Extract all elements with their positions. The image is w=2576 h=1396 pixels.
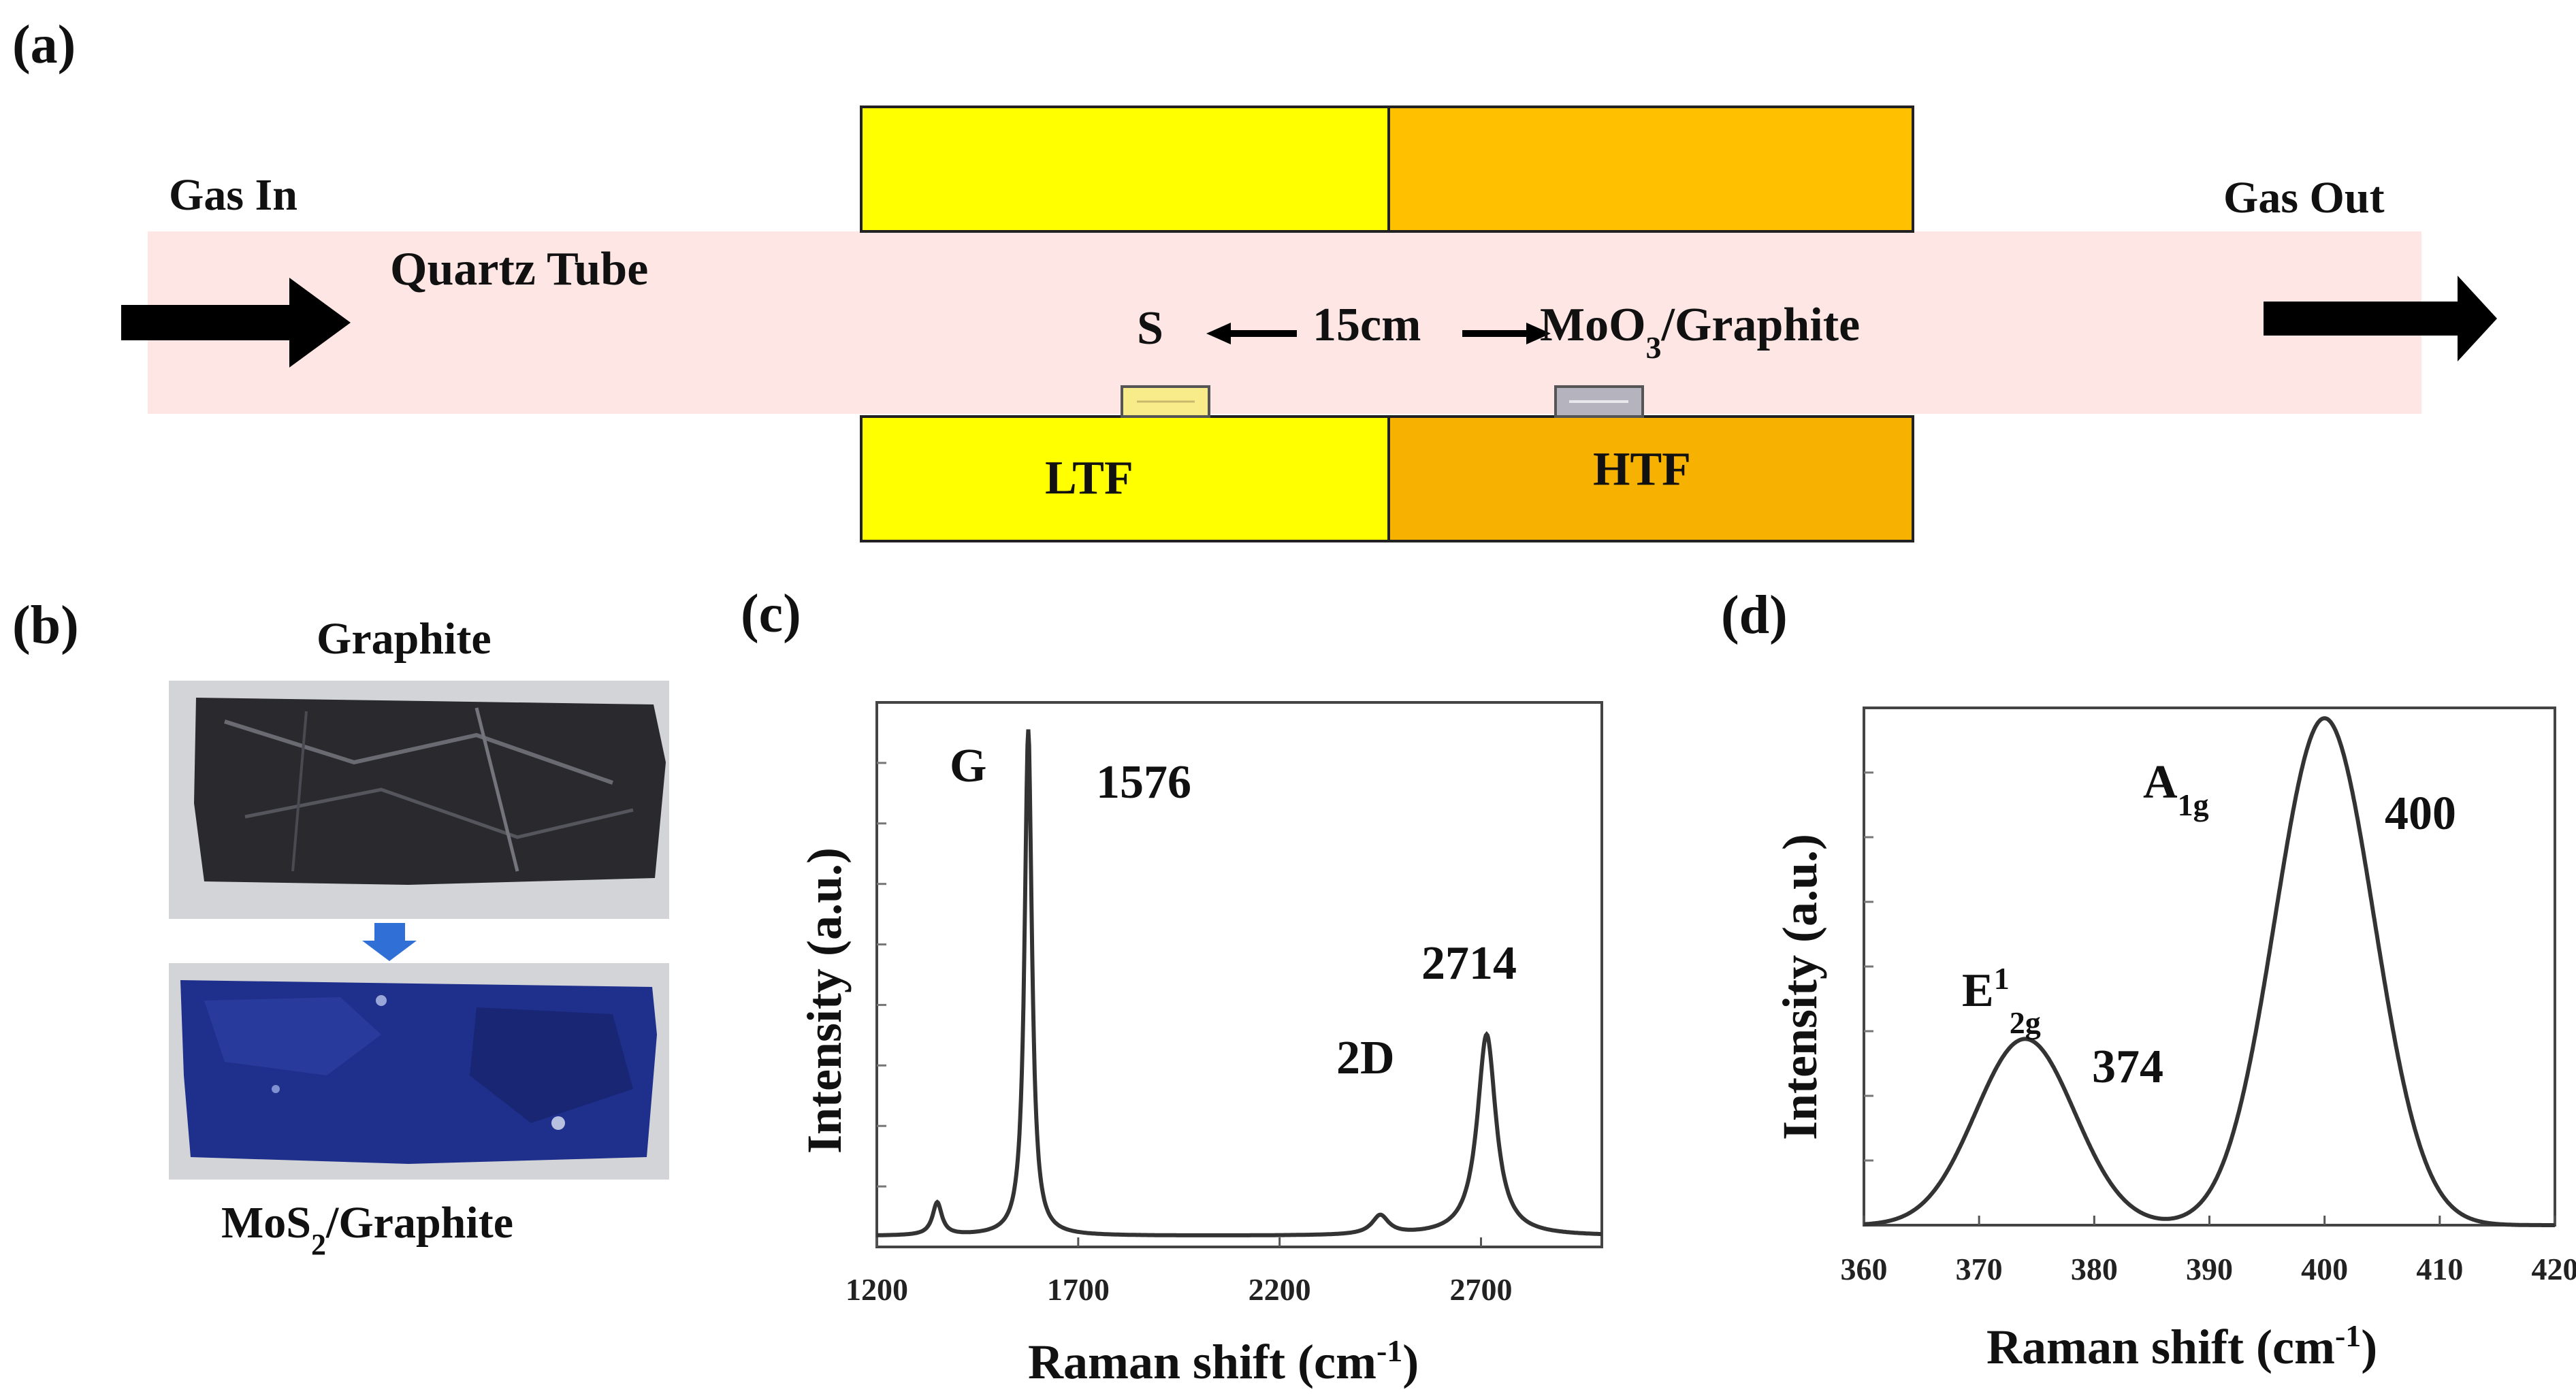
- plot-frame: [875, 701, 1603, 1248]
- x-tick-label: 380: [2071, 1252, 2118, 1286]
- graphite-caption: Graphite: [317, 614, 492, 664]
- quartz-tube-label: Quartz Tube: [390, 243, 648, 295]
- x-tick-label: 2700: [1450, 1272, 1513, 1307]
- graphite-photo: [169, 681, 669, 919]
- e2g-peak-value: 374: [2092, 1041, 2163, 1093]
- a1g-peak-label: A1g: [2143, 756, 2209, 822]
- raman-spectrum-line: [1864, 716, 2555, 1227]
- chart-c-xlabel: Raman shift (cm-1): [1028, 1333, 1419, 1390]
- 2d-peak-value: 2714: [1421, 937, 1517, 990]
- x-tick-label: 400: [2301, 1252, 2348, 1286]
- g-peak-value: 1576: [1096, 756, 1191, 809]
- gas-out-arrow: [2264, 276, 2497, 361]
- quartz-tube: [148, 231, 2421, 414]
- x-tick-label: 360: [1841, 1252, 1888, 1286]
- e2g-peak-label: E12g: [1962, 961, 2041, 1041]
- moo3-graphite-label: MoO3/Graphite: [1540, 299, 1860, 365]
- a1g-peak-value: 400: [2385, 788, 2456, 840]
- distance-arrow-right: [1462, 323, 1551, 344]
- transform-arrow-icon: [362, 923, 417, 961]
- gas-in-arrow: [121, 278, 351, 368]
- x-tick-label: 1700: [1047, 1272, 1110, 1307]
- htf-furnace-top: [1387, 105, 1914, 233]
- chart-c-ylabel: Intensity (a.u.): [797, 847, 852, 1154]
- htf-furnace-bottom: [1387, 415, 1914, 542]
- x-tick-label: 420: [2532, 1252, 2576, 1286]
- chart-d-ylabel: Intensity (a.u.): [1773, 834, 1827, 1140]
- panel-d-label: (d): [1721, 585, 1788, 645]
- 2d-peak-label: 2D: [1336, 1032, 1395, 1084]
- x-tick-label: 2200: [1249, 1272, 1311, 1307]
- x-tick-label: 370: [1956, 1252, 2003, 1286]
- raman-graphite-chart: 1200 1700 2200 2700: [846, 701, 1603, 1307]
- gas-out-label: Gas Out: [2223, 173, 2385, 223]
- ltf-furnace-bottom: [860, 415, 1390, 542]
- chart-d-xlabel: Raman shift (cm-1): [1986, 1318, 2377, 1375]
- mos2-graphite-photo: [169, 963, 669, 1180]
- distance-arrow-left: [1206, 323, 1297, 344]
- panel-a-label: (a): [12, 15, 76, 75]
- x-tick-label: 1200: [846, 1272, 908, 1307]
- ltf-label: LTF: [1045, 452, 1133, 504]
- sulfur-label: S: [1137, 302, 1163, 355]
- x-tick-label: 390: [2186, 1252, 2233, 1286]
- raman-spectrum-line: [877, 729, 1603, 1237]
- raman-mos2-chart: 360 370 380 390 400 410 420: [1841, 707, 2576, 1286]
- htf-label: HTF: [1593, 443, 1691, 496]
- ltf-furnace-top: [860, 105, 1390, 233]
- gas-in-label: Gas In: [169, 170, 297, 220]
- mos2-graphite-caption: MoS2/Graphite: [221, 1198, 513, 1261]
- g-peak-label: G: [950, 740, 986, 792]
- panel-b-label: (b): [12, 596, 79, 655]
- panel-c-label: (c): [741, 584, 801, 644]
- x-tick-label: 410: [2416, 1252, 2463, 1286]
- distance-label: 15cm: [1313, 299, 1421, 351]
